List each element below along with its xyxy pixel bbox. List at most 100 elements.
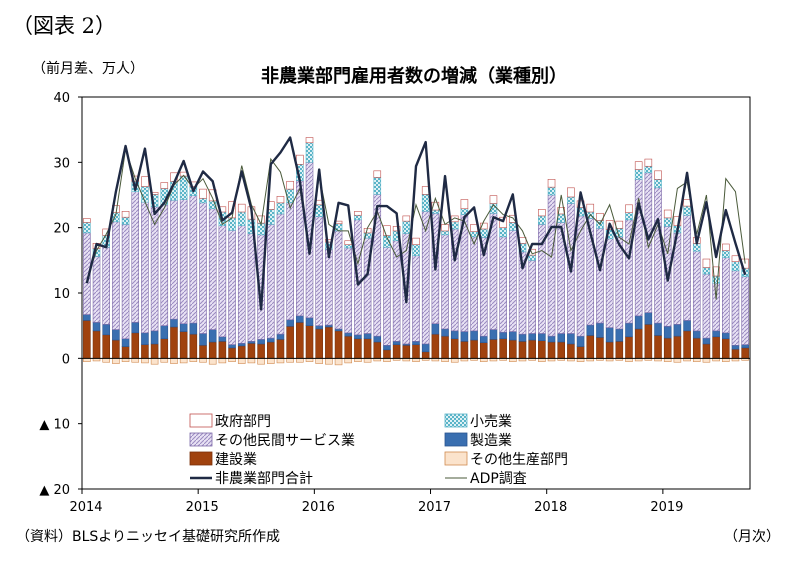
bar-manufacturing [344, 332, 353, 337]
y-tick-label: 0 [62, 352, 70, 367]
bar-other_goods [247, 358, 256, 364]
bar-construction [596, 337, 604, 359]
bar-other_goods [266, 358, 275, 364]
bar-retail [402, 220, 411, 234]
legend-swatch-retail [444, 413, 468, 428]
bar-manufacturing [702, 337, 711, 345]
bar-manufacturing [160, 325, 169, 340]
bar-government [634, 161, 643, 170]
bar-manufacturing [518, 333, 527, 342]
bar-construction [286, 326, 294, 359]
bar-other_private_services [179, 199, 188, 325]
bar-construction [673, 335, 682, 359]
bar-manufacturing [102, 324, 110, 336]
bar-other_goods [315, 358, 323, 364]
bar-construction [315, 328, 323, 359]
bar-construction [421, 351, 430, 359]
bar-manufacturing [392, 341, 401, 345]
bar-other_goods [112, 358, 120, 364]
bar-other_private_services [576, 215, 585, 337]
bar-other_private_services [547, 194, 556, 337]
legend-label-government: 政府部門 [215, 414, 271, 430]
bar-other_goods [179, 358, 188, 364]
y-tick-label: 30 [53, 156, 70, 171]
bar-manufacturing [683, 320, 691, 332]
bar-retail [121, 216, 130, 225]
bar-other_private_services [596, 228, 604, 324]
bar-retail [237, 211, 246, 227]
bar-government [479, 222, 488, 230]
bar-manufacturing [363, 333, 372, 340]
bar-other_private_services [121, 224, 130, 340]
bar-retail [567, 196, 575, 204]
bar-other_private_services [741, 276, 749, 345]
bar-construction [373, 341, 382, 359]
bar-construction [296, 322, 304, 359]
bar-retail [509, 222, 517, 231]
bar-manufacturing [605, 327, 614, 343]
y-tick-label: ▲ 10 [39, 418, 70, 433]
bar-manufacturing [150, 330, 159, 345]
bar-other_private_services [412, 255, 420, 342]
bar-manufacturing [615, 328, 624, 342]
bar-manufacturing [373, 335, 382, 343]
bar-construction [383, 349, 391, 359]
bar-construction [470, 339, 478, 359]
bar-construction [431, 333, 440, 359]
bar-construction [334, 330, 343, 359]
chart-title: 非農業部門雇用者数の増減（業種別） [261, 66, 567, 87]
bar-manufacturing [257, 339, 265, 345]
bar-manufacturing [179, 323, 188, 332]
bar-other_private_services [160, 204, 169, 326]
bar-other_private_services [625, 219, 633, 324]
bar-construction [441, 335, 449, 359]
bar-other_goods [702, 358, 711, 363]
bar-manufacturing [528, 333, 536, 341]
bar-retail [644, 165, 653, 174]
bar-retail [702, 267, 711, 275]
bar-other_goods [199, 358, 207, 363]
bar-manufacturing [441, 328, 449, 337]
bar-government [402, 215, 411, 222]
bar-manufacturing [170, 318, 178, 328]
legend-swatch-other_goods [444, 451, 468, 466]
y-tick-label: 20 [53, 222, 70, 237]
bar-other_private_services [509, 229, 517, 332]
bar-government [538, 209, 546, 217]
bar-manufacturing [131, 322, 140, 334]
bar-retail [276, 202, 285, 215]
bar-retail [499, 227, 507, 238]
bar-manufacturing [557, 333, 565, 343]
bar-manufacturing [722, 332, 730, 340]
bar-manufacturing [538, 333, 546, 342]
bar-manufacturing [354, 334, 362, 340]
bar-other_private_services [334, 230, 343, 330]
bar-retail [557, 213, 565, 223]
bar-construction [257, 343, 265, 359]
bar-other_private_services [208, 208, 217, 330]
bar-government [373, 170, 382, 178]
bar-other_goods [131, 358, 140, 363]
bar-other_goods [673, 358, 682, 363]
legend-swatch-manufacturing [444, 432, 468, 447]
x-tick-label: 2019 [650, 500, 683, 515]
bar-government [199, 188, 207, 199]
line-total [85, 136, 747, 311]
bar-construction [199, 344, 207, 359]
bar-other_goods [160, 358, 169, 363]
bar-government [237, 203, 246, 213]
bar-government [354, 211, 362, 216]
bar-construction [528, 339, 536, 359]
bar-manufacturing [509, 331, 517, 341]
bar-other_private_services [712, 282, 720, 332]
bar-other_private_services [702, 273, 711, 339]
bar-government [470, 224, 478, 232]
bar-other_private_services [692, 250, 701, 332]
bar-retail [731, 261, 740, 272]
bar-retail [179, 175, 188, 200]
bar-other_goods [325, 358, 333, 365]
bar-manufacturing [712, 330, 720, 338]
bar-construction [702, 343, 711, 359]
x-tick-label: 2018 [534, 500, 567, 515]
